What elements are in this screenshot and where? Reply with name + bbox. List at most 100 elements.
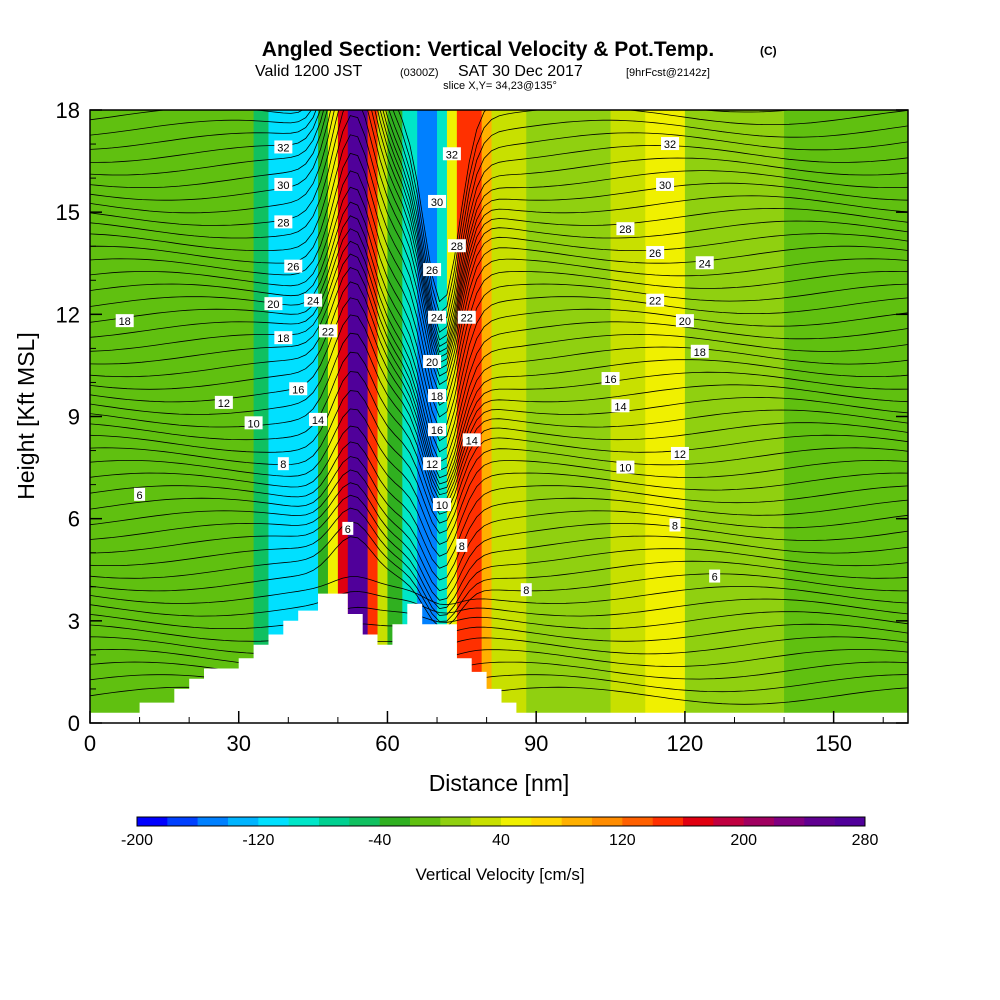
contour-label-text: 14 (312, 415, 324, 427)
y-tick-label-6: 18 (56, 98, 80, 123)
velocity-fill (90, 110, 908, 723)
contour-label-bg (690, 344, 709, 358)
contour-label-text: 8 (280, 459, 286, 471)
contour-label-bg (284, 259, 303, 273)
isentrope-line-32 (90, 186, 908, 430)
isentrope-line-43 (90, 110, 908, 341)
colorbar-swatch-7 (349, 817, 380, 826)
contour-label-text: 22 (649, 296, 661, 308)
title-slice: slice X,Y= 34,23@135° (443, 80, 557, 92)
colorbar-label-6: 280 (852, 832, 879, 849)
x-tick-label-5: 150 (815, 731, 852, 756)
contour-label-6: 14 (309, 412, 328, 427)
isentrope-line-15 (90, 456, 908, 581)
contour-label-text: 32 (277, 142, 289, 154)
contour-label-36: 28 (616, 222, 635, 236)
x-tick-label-2: 60 (375, 731, 399, 756)
contour-label-bg (423, 263, 442, 277)
colorbar-swatch-20 (743, 817, 775, 826)
colorbar-swatch-17 (652, 817, 684, 826)
isentrope-line-19 (90, 390, 908, 534)
isentrope-line-27 (90, 253, 908, 479)
contour-label-7: 20 (264, 297, 283, 311)
contour-label-text: 24 (307, 296, 319, 308)
contour-label-text: 16 (431, 425, 443, 437)
contour-label-text: 14 (614, 401, 626, 413)
contour-label-bg (709, 569, 721, 583)
contour-label-bg (646, 246, 665, 260)
plot-area: 6 18 12 10 8 16 14 20 18 24 22 26 28 30 32 6 30 32 28 26 24 2… (90, 110, 908, 723)
x-tick-label-4: 120 (667, 731, 704, 756)
contour-label-text: 12 (218, 398, 230, 410)
contour-label-bg (695, 256, 714, 270)
contour-label-bg (214, 395, 233, 409)
contour-label-bg (428, 423, 447, 437)
contour-label-19: 26 (423, 263, 442, 277)
contour-label-1: 18 (115, 314, 134, 328)
colorbar-swatch-19 (713, 817, 744, 826)
contour-label-text: 16 (292, 384, 304, 396)
contour-label-42: 30 (656, 177, 675, 192)
contour-label-12: 28 (274, 215, 293, 229)
contour-label-text: 30 (277, 180, 289, 192)
title-date: SAT 30 Dec 2017 (458, 63, 583, 80)
contour-label-text: 10 (247, 418, 259, 430)
contour-label-29: 8 (520, 583, 532, 597)
contour-label-text: 28 (451, 241, 463, 253)
contour-label-bg (462, 433, 481, 447)
colorbar-swatch-15 (592, 817, 623, 826)
contour-label-8: 18 (274, 331, 293, 345)
contour-label-bg (661, 137, 680, 151)
contour-label-text: 28 (277, 217, 289, 229)
contour-label-text: 28 (619, 224, 631, 236)
contour-label-text: 10 (619, 463, 631, 475)
contour-label-bg (601, 372, 620, 386)
isentrope-line-9 (90, 536, 908, 628)
contour-label-text: 8 (672, 520, 678, 532)
contour-label-10: 22 (318, 324, 337, 338)
contour-label-bg (432, 498, 451, 512)
y-tick-label-2: 6 (68, 507, 80, 532)
velocity-band-13 (446, 110, 458, 723)
contour-label-bg (274, 140, 293, 154)
colorbar-swatch-14 (561, 817, 593, 826)
contour-label-37: 26 (646, 246, 665, 260)
isentrope-line-41 (90, 110, 908, 353)
contour-label-4: 8 (277, 457, 289, 471)
contour-label-14: 32 (274, 140, 293, 154)
contour-label-bg (304, 293, 323, 307)
contour-label-bg (289, 382, 308, 396)
contour-label-26: 14 (462, 433, 481, 447)
isentrope-line-11 (90, 507, 908, 616)
isentrope-line-40 (90, 110, 908, 358)
x-axis: 0 30 60 90 120 150 (84, 711, 884, 756)
isentrope-line-20 (90, 371, 908, 524)
contour-label-34: 8 (669, 518, 681, 532)
isentrope-line-4 (90, 636, 908, 655)
chart-title: Angled Section: Vertical Velocity & Pot.… (255, 38, 777, 92)
isentrope-line-34 (90, 152, 908, 406)
contour-label-text: 16 (604, 374, 616, 386)
colorbar-frame (136, 816, 866, 827)
contour-label-bg (115, 314, 134, 328)
contour-label-33: 12 (670, 446, 689, 461)
contour-label-text: 20 (426, 357, 438, 369)
contour-label-11: 26 (284, 259, 303, 274)
contour-label-21: 22 (457, 310, 476, 325)
contour-label-15: 6 (342, 521, 354, 536)
y-tick-label-1: 3 (68, 609, 80, 634)
contour-label-20: 24 (428, 310, 447, 325)
contour-label-text: 30 (659, 180, 671, 192)
isentrope-line-37 (90, 110, 908, 377)
colorbar: -200 -120 -40 40 120 200 280 (121, 816, 879, 849)
isentrope-line-42 (90, 110, 908, 348)
isentrope-line-22 (90, 332, 908, 508)
isentrope-line-13 (90, 482, 908, 601)
contour-label-13: 30 (274, 177, 293, 192)
contour-label-bg (342, 521, 354, 535)
isentrope-line-30 (90, 215, 908, 453)
potential-temperature-contours (90, 110, 908, 705)
isentrope-line-10 (90, 521, 908, 622)
y-tick-label-3: 9 (68, 405, 80, 430)
contour-label-bg (669, 518, 681, 532)
